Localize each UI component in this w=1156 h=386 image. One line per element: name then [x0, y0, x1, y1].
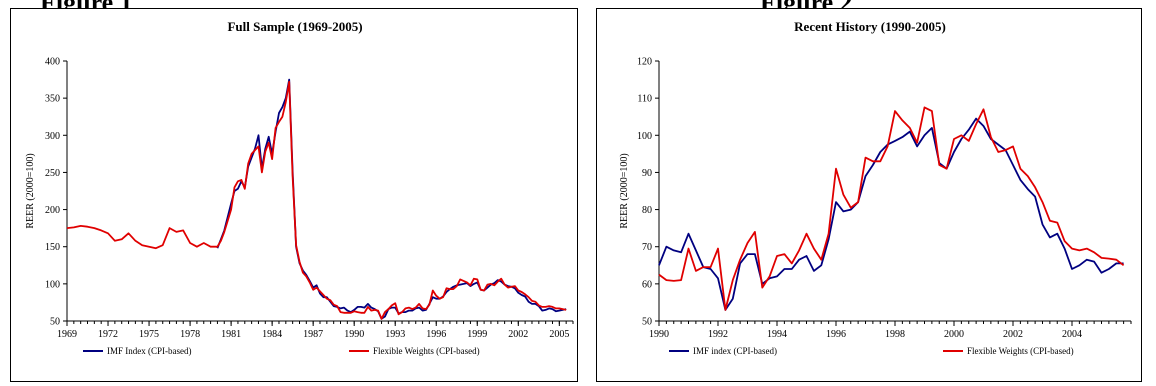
x-tick-label: 1993	[385, 329, 405, 340]
y-tick-label: 250	[45, 168, 60, 179]
x-tick-label: 1992	[708, 329, 728, 340]
x-tick-label: 1996	[426, 329, 446, 340]
x-tick-label: 1996	[826, 329, 846, 340]
y-tick-label: 80	[642, 205, 652, 216]
series-line-1	[216, 78, 567, 320]
y-tick-label: 100	[45, 279, 60, 290]
legend-label-2: Flexible Weights (CPI-based)	[967, 346, 1074, 356]
x-tick-label: 1969	[57, 329, 77, 340]
legend-label-1: IMF index (CPI-based)	[693, 346, 777, 356]
x-tick-label: 1972	[98, 329, 118, 340]
y-axis-label: REER (2000=100)	[25, 153, 36, 228]
x-tick-label: 1990	[649, 329, 669, 340]
series-line-2	[658, 106, 1125, 311]
y-axis-label: REER (2000=100)	[619, 153, 630, 228]
x-tick-label: 2002	[1003, 329, 1023, 340]
x-tick-label: 1987	[303, 329, 323, 340]
chart-recent-history: Recent History (1990-2005) 50 60 70 80 90 100 1…	[619, 19, 1132, 356]
x-tick-label: 2005	[549, 329, 569, 340]
x-tick-label: 1978	[180, 329, 200, 340]
x-tick-label: 1975	[139, 329, 159, 340]
chart-panel-full-sample: Full Sample (1969-2005) 50 100 150 200 250 300…	[10, 8, 578, 382]
series-line-2	[66, 80, 567, 320]
y-tick-label: 120	[637, 57, 652, 68]
y-tick-label: 50	[50, 317, 60, 328]
y-tick-label: 350	[45, 94, 60, 105]
y-tick-label: 150	[45, 242, 60, 253]
x-tick-label: 1981	[221, 329, 241, 340]
y-tick-label: 100	[637, 131, 652, 142]
y-tick-label: 60	[642, 279, 652, 290]
x-tick-label: 2000	[944, 329, 964, 340]
x-tick-label: 2002	[508, 329, 528, 340]
x-tick-label: 1998	[885, 329, 905, 340]
x-tick-label: 1999	[467, 329, 487, 340]
x-tick-label: 1984	[262, 329, 282, 340]
series-line-1	[658, 117, 1124, 311]
y-tick-label: 70	[642, 242, 652, 253]
chart-panel-recent-history: Recent History (1990-2005) 50 60 70 80 90 100 1…	[596, 8, 1142, 382]
x-tick-label: 2004	[1062, 329, 1082, 340]
y-tick-label: 400	[45, 57, 60, 68]
x-tick-label: 1990	[344, 329, 364, 340]
legend-label-1: IMF Index (CPI-based)	[107, 346, 192, 356]
chart-title: Recent History (1990-2005)	[794, 19, 946, 34]
y-tick-label: 110	[637, 94, 652, 105]
y-tick-label: 90	[642, 168, 652, 179]
y-tick-label: 300	[45, 131, 60, 142]
y-tick-label: 200	[45, 205, 60, 216]
legend-label-2: Flexible Weights (CPI-based)	[373, 346, 480, 356]
chart-title: Full Sample (1969-2005)	[227, 19, 362, 34]
x-tick-label: 1994	[767, 329, 787, 340]
chart-full-sample: Full Sample (1969-2005) 50 100 150 200 250 300…	[25, 19, 574, 356]
y-tick-label: 50	[642, 317, 652, 328]
